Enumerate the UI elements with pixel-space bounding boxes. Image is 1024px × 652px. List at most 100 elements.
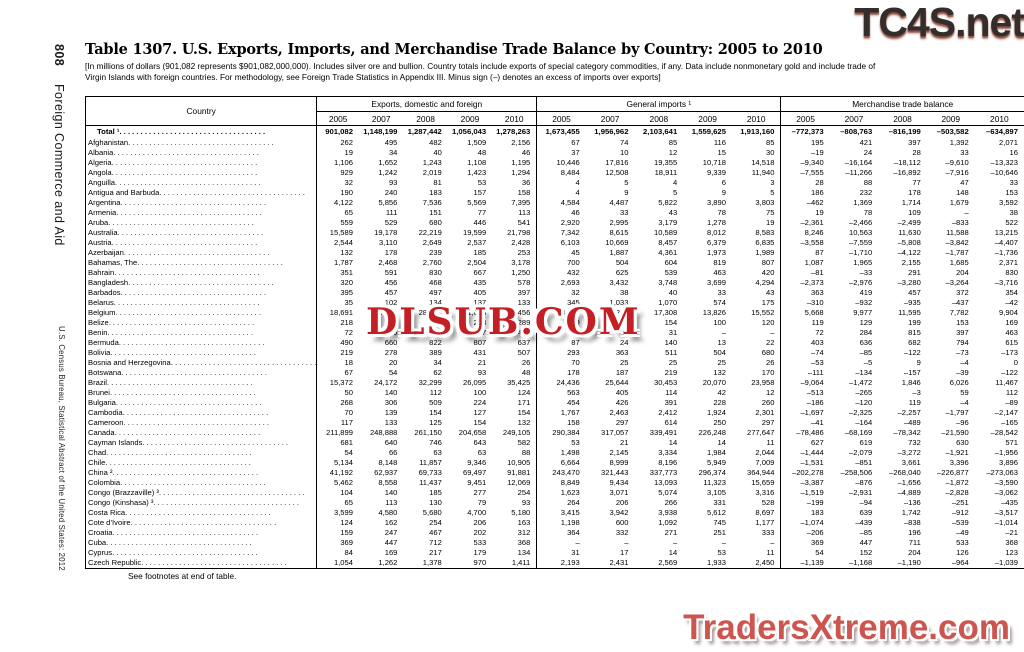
value-cell: 1,846 bbox=[901, 378, 921, 387]
country-cell: Belarus bbox=[85, 298, 318, 308]
value-cell: 3,890 bbox=[706, 198, 726, 207]
value-cell: 25,259 bbox=[374, 308, 398, 317]
value-cell: –1,656 bbox=[897, 478, 921, 487]
value-cell: –3,842 bbox=[945, 238, 969, 247]
value-cell: 112 bbox=[429, 388, 442, 397]
value-cell: 48 bbox=[492, 368, 538, 378]
value-cell: 1,714 bbox=[901, 198, 921, 207]
value-cell: 420 bbox=[731, 268, 782, 278]
value-cell: –2,361 bbox=[800, 218, 824, 227]
table-row: Costa Rica 3,599 4,580 5,680 4,700 5,180 3,415… bbox=[85, 508, 1024, 518]
year-header: 2005 bbox=[536, 111, 586, 126]
value-cell: –53 bbox=[811, 358, 824, 367]
value-cell: 4,122 bbox=[333, 198, 353, 207]
value-cell: 2,504 bbox=[467, 258, 487, 267]
year-header: 2007 bbox=[829, 111, 879, 126]
value-cell: –7,559 bbox=[849, 238, 873, 247]
value-cell: 13,023 bbox=[556, 308, 580, 317]
value-cell: 28,903 bbox=[418, 308, 442, 317]
value-cell: 291 bbox=[908, 268, 921, 277]
value-cell: 28 bbox=[815, 178, 824, 187]
value-cell: 18,691 bbox=[329, 308, 353, 317]
table-row: Austria 2,544 3,110 2,649 2,537 2,428 6,103 10,… bbox=[85, 238, 1024, 248]
value-cell: 640 bbox=[384, 438, 398, 447]
value-cell: 4,487 bbox=[609, 198, 629, 207]
value-cell: 16 bbox=[1009, 148, 1018, 157]
table-row: Armenia 65 111 151 77 113 46 33 43 78 75 19 78 109 – 38 bbox=[85, 208, 1024, 218]
dot-leader bbox=[128, 138, 316, 148]
value-cell: 321,443 bbox=[601, 468, 629, 477]
value-cell: 929 bbox=[340, 168, 353, 177]
value-cell: 40 bbox=[433, 148, 442, 157]
value-cell: –2,499 bbox=[897, 218, 921, 227]
country-name: Armenia bbox=[88, 208, 117, 217]
value-cell: 1,243 bbox=[422, 158, 442, 167]
country-cell: Bangladesh bbox=[85, 278, 318, 288]
table-row: Albania 19 34 40 48 46 37 10 12 15 30 –19 24 28 33 16 bbox=[85, 148, 1024, 158]
value-cell: 78 bbox=[717, 208, 726, 217]
value-cell: 364 bbox=[567, 528, 580, 537]
value-cell: 1,933 bbox=[706, 558, 726, 567]
value-cell: 251 bbox=[713, 528, 726, 537]
value-cell: 54 bbox=[344, 448, 353, 457]
value-cell: 204 bbox=[908, 548, 921, 557]
dot-leader bbox=[116, 208, 316, 218]
value-cell: –16,164 bbox=[844, 158, 873, 167]
table-row: Belarus 35 102 134 137 133 345 1,033 1,070 574 175… bbox=[85, 298, 1024, 308]
value-cell: 1,652 bbox=[378, 158, 398, 167]
value-cell: 467 bbox=[429, 528, 442, 537]
value-cell: –912 bbox=[951, 508, 969, 517]
value-cell: 1,984 bbox=[706, 448, 726, 457]
value-cell: 134 bbox=[429, 298, 442, 307]
country-cell: Barbados bbox=[85, 288, 318, 298]
value-cell: 113 bbox=[385, 498, 398, 507]
value-cell: 5,668 bbox=[804, 308, 824, 317]
watermark-dlsub: DLSUB.COM bbox=[366, 301, 641, 343]
country-cell: Colombia bbox=[85, 478, 318, 488]
value-cell: 178 bbox=[384, 248, 398, 257]
value-cell: 13 bbox=[717, 338, 726, 347]
value-cell: 26,095 bbox=[462, 378, 487, 387]
value-cell: –122 bbox=[903, 348, 921, 357]
country-cell: Anguilla bbox=[85, 178, 318, 188]
value-cell: 37 bbox=[571, 148, 580, 157]
value-cell: –310 bbox=[806, 298, 824, 307]
value-cell: 807 bbox=[731, 258, 782, 268]
value-cell: 2,071 bbox=[998, 138, 1018, 147]
dot-leader bbox=[125, 508, 316, 518]
value-cell: 1,148,199 bbox=[363, 127, 398, 136]
value-cell: 12,069 bbox=[492, 478, 538, 488]
value-cell: 1,106 bbox=[333, 158, 353, 167]
value-cell: 206 bbox=[473, 518, 487, 527]
value-cell: 104 bbox=[340, 488, 353, 497]
value-cell: 25,644 bbox=[605, 378, 629, 387]
value-cell: 66 bbox=[388, 448, 398, 457]
value-cell: –816,199 bbox=[888, 127, 921, 136]
value-cell: 435 bbox=[473, 278, 487, 287]
value-cell: 2,537 bbox=[467, 238, 487, 247]
value-cell: 3,896 bbox=[998, 458, 1018, 467]
value-cell: 93 bbox=[492, 498, 538, 508]
value-cell: 65 bbox=[344, 498, 353, 507]
value-cell: 625 bbox=[615, 268, 629, 277]
table-row: Afghanistan 262 495 482 1,509 2,156 67 74 85 116 8… bbox=[85, 138, 1024, 148]
value-cell: 1,198 bbox=[560, 518, 580, 527]
value-cell: –273,063 bbox=[986, 468, 1018, 477]
value-cell: 7,342 bbox=[560, 228, 580, 237]
value-cell: 169 bbox=[1005, 318, 1018, 327]
value-cell: –4 bbox=[960, 358, 969, 367]
value-cell: 11,588 bbox=[946, 228, 969, 237]
value-cell: 5,134 bbox=[333, 458, 353, 467]
value-cell: –1,710 bbox=[849, 248, 873, 257]
value-cell: 239 bbox=[429, 248, 442, 257]
value-cell: 19,599 bbox=[462, 228, 487, 237]
value-cell: 178 bbox=[567, 368, 580, 377]
value-cell: – bbox=[964, 208, 969, 217]
country-name: Bangladesh bbox=[88, 278, 129, 287]
value-cell: 10,669 bbox=[605, 238, 629, 247]
value-cell: 447 bbox=[384, 538, 398, 547]
value-cell: –136 bbox=[903, 498, 921, 507]
table-row: Anguilla 32 93 81 53 36 4 5 4 63 28 88 77 47 33 bbox=[85, 178, 1024, 188]
value-cell: –935 bbox=[903, 298, 921, 307]
